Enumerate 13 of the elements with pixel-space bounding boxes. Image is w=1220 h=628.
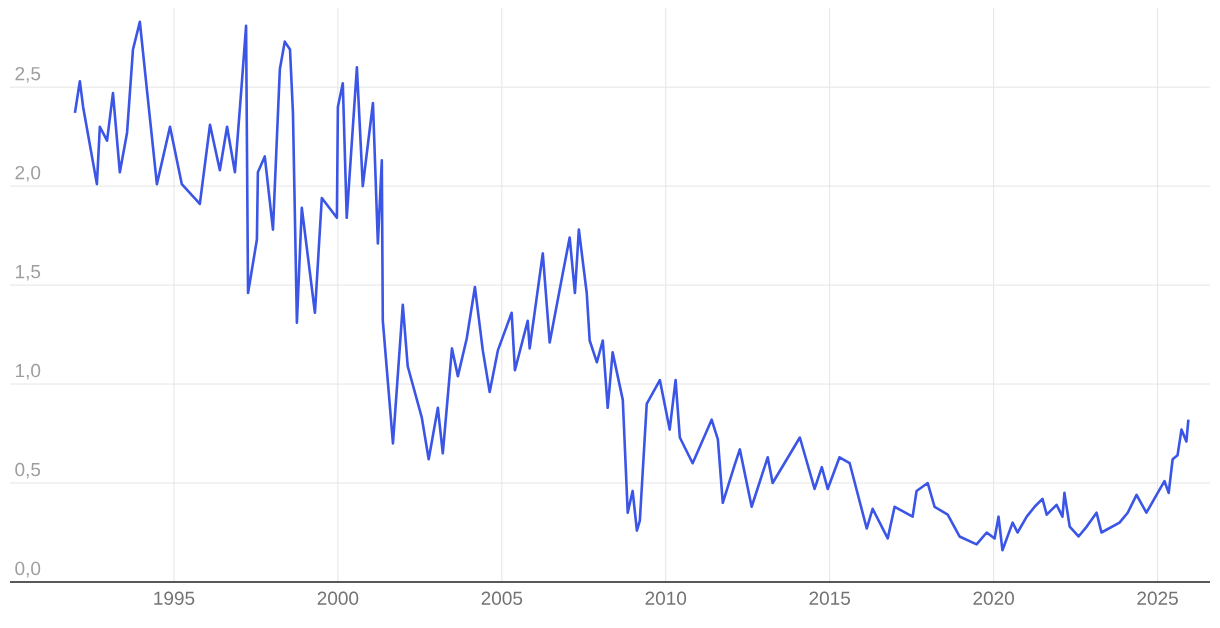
y-tick-label: 2,5 (15, 66, 41, 83)
y-tick-label: 1,5 (15, 265, 41, 281)
y-tick-label: 2,0 (15, 165, 41, 182)
y-tick-label: 0,5 (15, 462, 41, 479)
y-tick-label: 1,0 (15, 363, 41, 380)
x-tick-label: 2020 (973, 591, 1014, 605)
x-tick-label: 2000 (317, 591, 359, 605)
x-tick-label: 2025 (1137, 591, 1178, 605)
y-tick-label: 0,0 (15, 561, 41, 578)
x-tick-label: 2010 (645, 591, 687, 605)
x-tick-label: 2015 (809, 591, 851, 605)
x-tick-label: 1995 (154, 591, 195, 605)
x-tick-label: 2005 (481, 591, 523, 605)
